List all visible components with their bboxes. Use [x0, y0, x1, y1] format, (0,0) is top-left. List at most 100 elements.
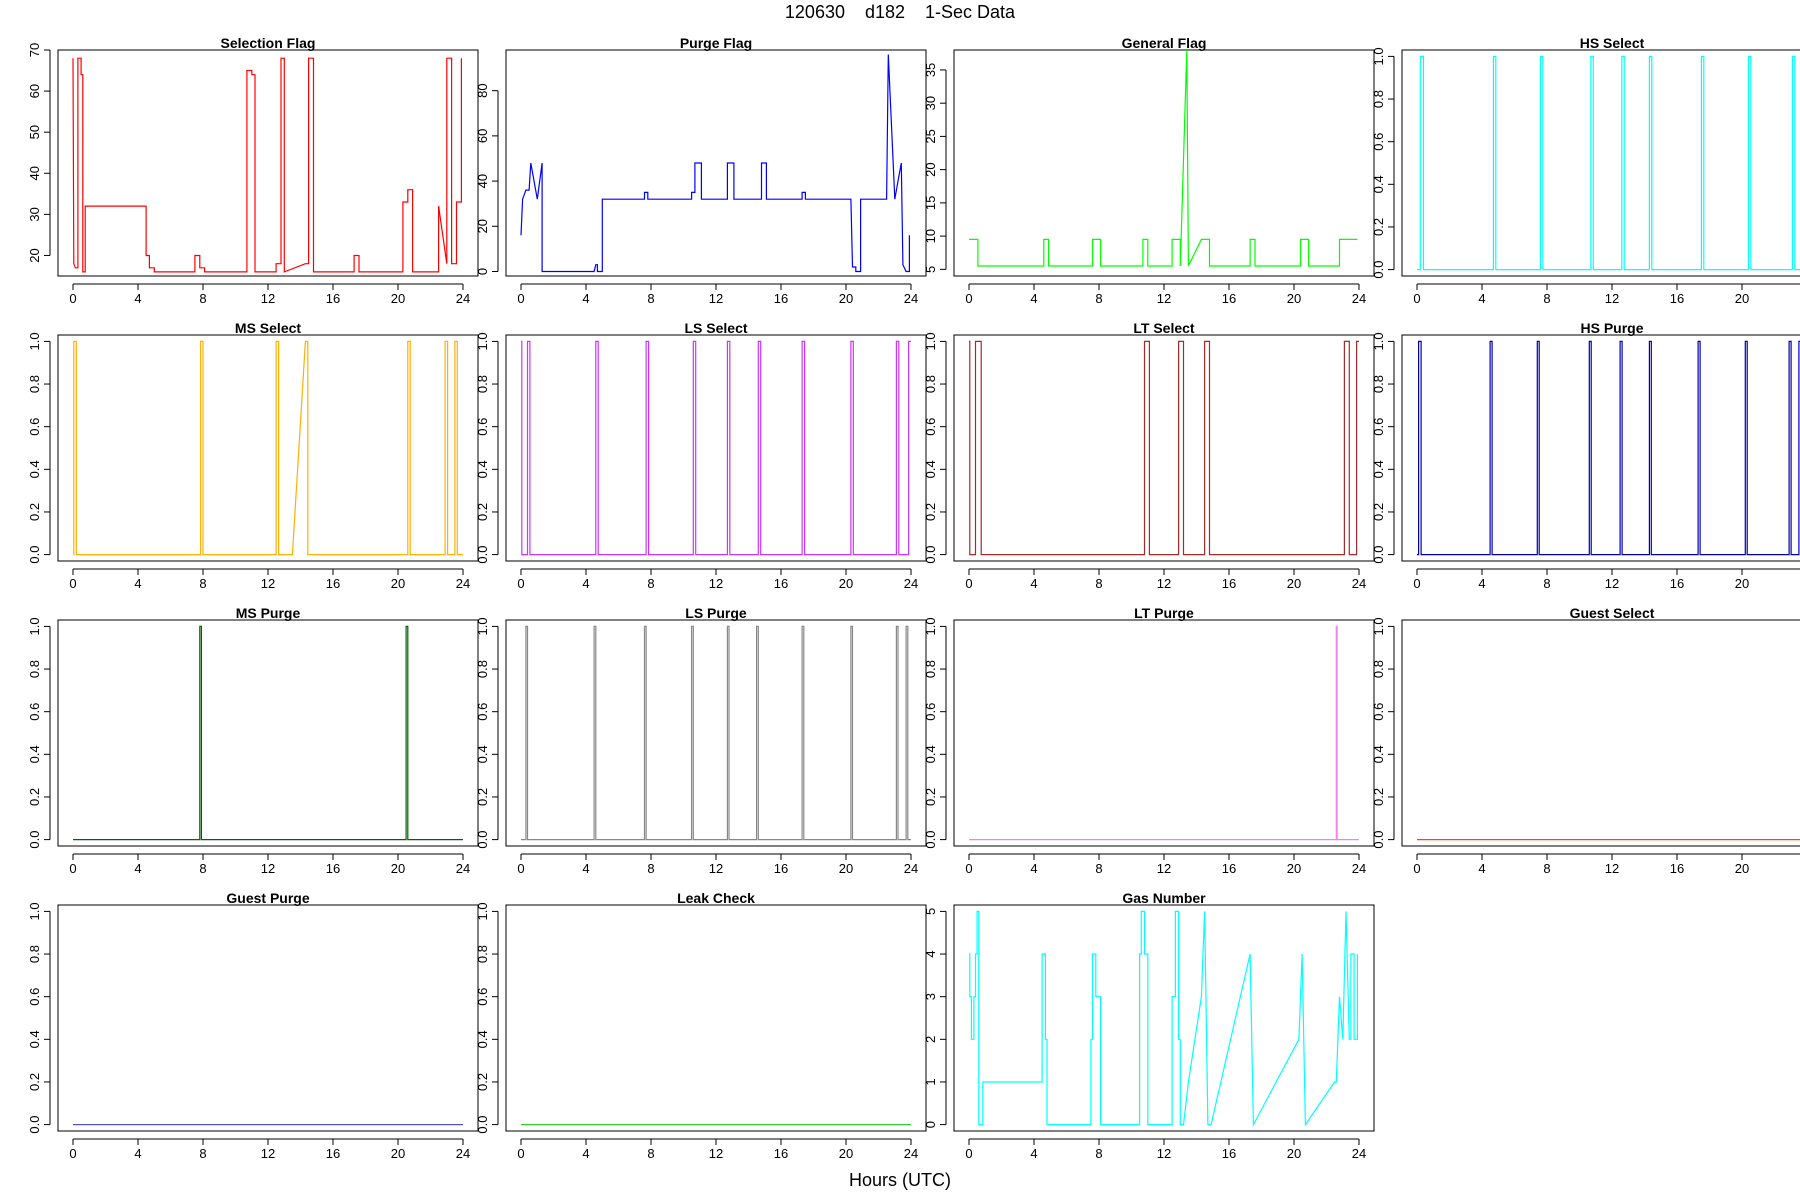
chart-panel: LS Select 0 4 8 12 16 20 24 0.0 0.2 0.4 0.6 0.8 1.0: [475, 320, 927, 591]
y-tick-label: 0.2: [27, 1073, 42, 1091]
x-tick-label: 12: [1157, 291, 1171, 306]
x-tick-label: 12: [261, 291, 275, 306]
x-tick-label: 20: [839, 1146, 853, 1161]
x-tick-label: 16: [774, 576, 788, 591]
x-tick-label: 4: [1030, 576, 1037, 591]
x-tick-label: 12: [1157, 861, 1171, 876]
x-tick-label: 8: [199, 576, 206, 591]
plot-frame: [57, 619, 479, 847]
plot-frame: [505, 904, 927, 1132]
chart-panel: General Flag 0 4 8 12 16 20 24 5 10 15 20 25 30 35: [923, 35, 1375, 306]
x-tick-label: 0: [69, 576, 76, 591]
y-tick-label: 0.4: [27, 745, 42, 763]
x-tick-label: 24: [456, 576, 470, 591]
x-tick-label: 20: [1287, 291, 1301, 306]
x-tick-label: 4: [134, 576, 141, 591]
chart-panel: Leak Check 0 4 8 12 16 20 24 0.0 0.2 0.4 0.6 0.8 1.0: [475, 890, 927, 1161]
plot-frame: [57, 334, 479, 562]
y-tick-label: 1.0: [923, 617, 938, 635]
series-line: [520, 54, 911, 273]
y-tick-label: 0.4: [475, 460, 490, 478]
x-tick-label: 0: [965, 861, 972, 876]
panel-title: LS Select: [684, 320, 747, 336]
y-tick-label: 3: [923, 993, 938, 1000]
x-tick-label: 16: [774, 291, 788, 306]
series-line: [969, 340, 1359, 556]
x-tick-label: 8: [647, 861, 654, 876]
x-tick-label: 20: [391, 291, 405, 306]
x-tick-label: 4: [134, 291, 141, 306]
x-tick-label: 12: [1157, 1146, 1171, 1161]
y-tick-label: 1: [923, 1078, 938, 1085]
y-tick-label: 0.6: [27, 418, 42, 436]
y-tick-label: 30: [27, 207, 42, 221]
y-tick-label: 0.4: [475, 745, 490, 763]
y-tick-label: 35: [923, 63, 938, 77]
x-tick-label: 0: [1413, 861, 1420, 876]
x-tick-label: 16: [326, 861, 340, 876]
x-tick-label: 12: [709, 1146, 723, 1161]
x-tick-label: 0: [69, 1146, 76, 1161]
y-tick-label: 1.0: [1371, 617, 1386, 635]
y-tick-label: 0.0: [27, 831, 42, 849]
y-tick-label: 40: [475, 174, 490, 188]
y-tick-label: 0.0: [923, 546, 938, 564]
y-tick-label: 1.0: [475, 902, 490, 920]
chart-panel: MS Purge 0 4 8 12 16 20 24 0.0 0.2 0.4 0.6 0.8 1.0: [27, 605, 479, 876]
x-tick-label: 16: [1670, 861, 1684, 876]
x-tick-label: 4: [582, 576, 589, 591]
x-tick-label: 24: [456, 1146, 470, 1161]
y-tick-label: 5: [923, 908, 938, 915]
y-tick-label: 0.0: [1371, 831, 1386, 849]
x-tick-label: 12: [1605, 861, 1619, 876]
x-tick-label: 20: [391, 861, 405, 876]
plot-frame: [57, 904, 479, 1132]
y-tick-label: 0.4: [923, 460, 938, 478]
plot-frame: [505, 334, 927, 562]
x-tick-label: 0: [1413, 576, 1420, 591]
y-tick-label: 0.2: [923, 788, 938, 806]
y-tick-label: 20: [475, 219, 490, 233]
x-tick-label: 8: [1543, 576, 1550, 591]
x-tick-label: 12: [709, 861, 723, 876]
x-tick-label: 0: [965, 291, 972, 306]
y-tick-label: 1.0: [1371, 332, 1386, 350]
y-tick-label: 0.6: [1371, 703, 1386, 721]
y-tick-label: 0.6: [475, 703, 490, 721]
x-tick-label: 8: [1543, 291, 1550, 306]
chart-panel: LT Purge 0 4 8 12 16 20 24 0.0 0.2 0.4 0.6 0.8 1.0: [923, 605, 1375, 876]
x-tick-label: 8: [1095, 291, 1102, 306]
x-tick-label: 8: [647, 291, 654, 306]
y-tick-label: 0.2: [1371, 788, 1386, 806]
x-tick-label: 4: [1478, 291, 1485, 306]
x-tick-label: 0: [517, 1146, 524, 1161]
x-tick-label: 0: [517, 861, 524, 876]
y-tick-label: 0.4: [475, 1030, 490, 1048]
plot-frame: [953, 619, 1375, 847]
y-tick-label: 0.2: [27, 503, 42, 521]
y-tick-label: 0.0: [475, 1116, 490, 1134]
x-tick-label: 8: [199, 291, 206, 306]
y-tick-label: 0.8: [1371, 660, 1386, 678]
y-tick-label: 15: [923, 196, 938, 210]
y-tick-label: 4: [923, 950, 938, 957]
y-tick-label: 1.0: [475, 332, 490, 350]
y-tick-label: 0.4: [1371, 175, 1386, 193]
chart-panel: Guest Select048121620240.00.20.40.60.81.…: [1371, 605, 1800, 876]
panel-title: MS Purge: [236, 605, 301, 621]
y-tick-label: 20: [27, 248, 42, 262]
y-tick-label: 0: [475, 268, 490, 275]
x-tick-label: 24: [1352, 1146, 1366, 1161]
series-line: [1417, 55, 1800, 271]
chart-panel: Guest Purge 0 4 8 12 16 20 24 0.0 0.2 0.4 0.6 0.8 1.0: [27, 890, 479, 1161]
series-line: [521, 625, 911, 841]
x-tick-label: 4: [1030, 291, 1037, 306]
plot-frame: [505, 49, 927, 277]
y-tick-label: 0.0: [475, 546, 490, 564]
x-tick-label: 12: [1605, 291, 1619, 306]
x-tick-label: 16: [774, 1146, 788, 1161]
